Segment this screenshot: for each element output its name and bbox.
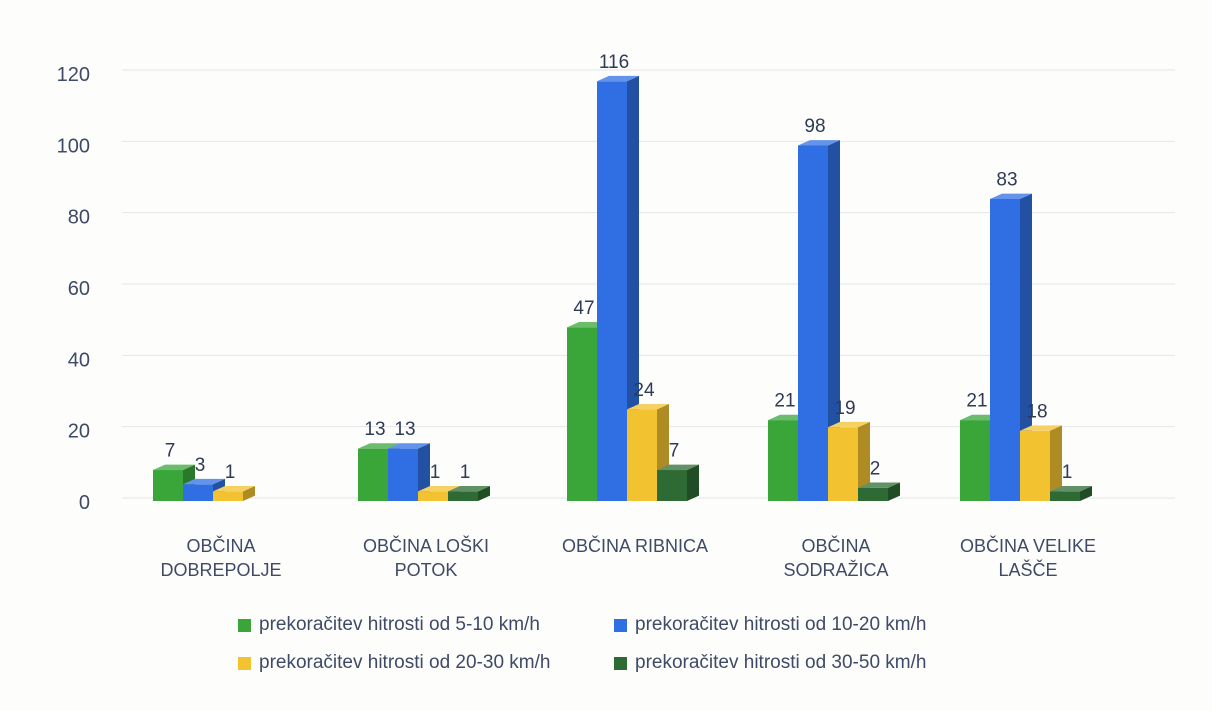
data-label: 116 [599,52,629,73]
legend-item-5-10: prekoračitev hitrosti od 5-10 km/h [238,614,614,636]
legend-swatch-5-10 [238,618,251,632]
bar-top [213,486,255,492]
bar-top [418,486,460,492]
category-label: OBČINA LOŠKI [363,535,489,556]
bar [448,491,478,501]
legend-item-30-50: prekoračitev hitrosti od 30-50 km/h [614,652,1034,674]
bar-side [687,464,699,501]
bar [1050,491,1080,501]
bar-side [858,421,870,501]
bar-top [1050,486,1092,492]
bar [597,81,627,502]
y-tick-label: 40 [68,349,90,371]
category-label: OBČINA VELIKE [960,535,1096,556]
data-label: 1 [460,462,471,483]
data-label: 3 [195,455,206,476]
legend-swatch-10-20 [614,618,627,632]
legend-swatch-20-30 [238,656,251,670]
bar-side [1020,193,1032,502]
bar [858,487,888,501]
data-label: 18 [1026,401,1047,422]
category-label: SODRAŽICA [783,560,888,580]
legend-item-20-30: prekoračitev hitrosti od 20-30 km/h [238,652,614,674]
legend: prekoračitev hitrosti od 5-10 km/h preko… [238,614,1058,674]
bar [828,427,858,501]
legend-label-30-50: prekoračitev hitrosti od 30-50 km/h [635,652,927,673]
bar-side [627,75,639,501]
bar-side [478,486,490,501]
data-label: 1 [430,462,441,483]
data-label: 47 [573,298,594,319]
legend-swatch-30-50 [614,656,627,670]
bar-top [388,443,430,449]
bar [1020,430,1050,501]
bar-top [657,464,699,471]
category-label: POTOK [395,560,458,580]
bar-top [153,464,195,471]
bar [990,198,1020,501]
bar-top [858,482,900,488]
bar [798,145,828,501]
bar-top [358,443,400,449]
data-label: 1 [225,462,236,483]
data-label: 19 [834,398,855,419]
data-label: 7 [669,441,680,462]
data-label: 13 [394,419,415,440]
data-label: 98 [804,116,825,137]
bar [213,491,243,501]
data-label: 1 [1062,462,1073,483]
data-label: 2 [870,458,881,479]
y-tick-label: 120 [57,64,90,86]
bar [960,420,990,501]
data-label: 21 [774,391,795,412]
bar [388,448,418,501]
bar [418,491,448,501]
category-label: OBČINA [186,535,255,556]
bar-side [243,486,255,501]
category-label: DOBREPOLJE [160,560,281,580]
bar-top [798,140,840,146]
bar [627,409,657,501]
bar-side [828,140,840,502]
bar-top [990,193,1032,199]
bar-top [627,404,669,410]
bar [567,327,597,501]
data-label: 24 [633,380,655,401]
category-label: LAŠČE [998,559,1057,580]
data-label: 7 [165,441,176,462]
bar [657,470,687,501]
bar [358,448,388,501]
bar-top [183,478,225,485]
category-label: OBČINA RIBNICA [562,535,708,556]
bar-top [828,421,870,428]
bar [153,470,183,501]
bar [183,484,213,501]
data-label: 21 [966,391,987,412]
bar-top [448,486,490,492]
data-label: 83 [996,170,1017,191]
y-tick-label: 20 [68,421,90,443]
y-tick-label: 0 [79,492,90,514]
y-tick-label: 100 [57,135,90,157]
category-label: OBČINA [801,535,870,556]
bar-side [1050,425,1062,501]
bar-top [1020,425,1062,431]
bar [768,420,798,501]
bar-side [418,443,430,501]
legend-item-10-20: prekoračitev hitrosti od 10-20 km/h [614,614,1034,636]
y-tick-label: 80 [68,207,90,229]
data-label: 13 [364,419,385,440]
legend-label-10-20: prekoračitev hitrosti od 10-20 km/h [635,614,927,635]
legend-label-20-30: prekoračitev hitrosti od 20-30 km/h [259,652,551,673]
bar-top [597,75,639,82]
bar-side [888,482,900,501]
legend-label-5-10: prekoračitev hitrosti od 5-10 km/h [259,614,540,635]
y-tick-label: 60 [68,278,90,300]
bar-side [1080,486,1092,501]
